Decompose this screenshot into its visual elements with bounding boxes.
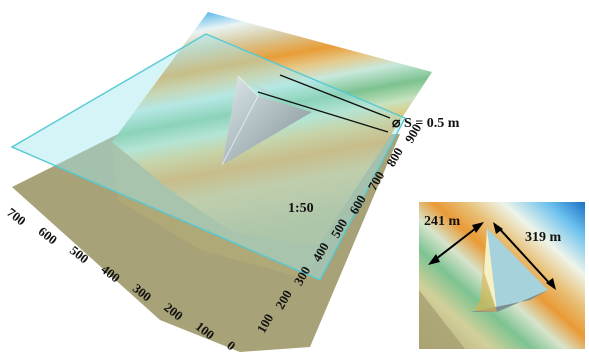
terrain-3d-view: ⌀ S = 0.5 m 1:50 7006005004003002001000 … [4, 12, 460, 352]
scale-label: 1:50 [288, 201, 314, 216]
slope-label: S = 0.5 m [404, 116, 460, 131]
pyramid-obstacle [221, 75, 312, 166]
slope-indicator [257, 74, 391, 133]
inset-panel: 241 m 319 m [419, 202, 585, 349]
inset-base-area [419, 290, 465, 349]
inset-pyramid-top-face [484, 228, 548, 312]
water-plane [10, 33, 406, 281]
left-axis-tick-label: 600 [36, 224, 61, 248]
slope-symbol: ⌀ [392, 116, 401, 131]
inset-length-label: 319 m [525, 230, 562, 245]
terrain-lower-band [112, 142, 318, 280]
inset-pyramid [470, 228, 548, 312]
left-axis-tick-label: 700 [4, 205, 29, 229]
pyramid-right-face [222, 76, 312, 165]
inset-pyramid-gold-edge [474, 228, 497, 312]
length-dimension-arrow [493, 222, 556, 290]
inset-pyramid-left-face [484, 228, 497, 312]
width-dimension-arrow [428, 222, 484, 265]
inset-width-label: 241 m [424, 214, 461, 229]
